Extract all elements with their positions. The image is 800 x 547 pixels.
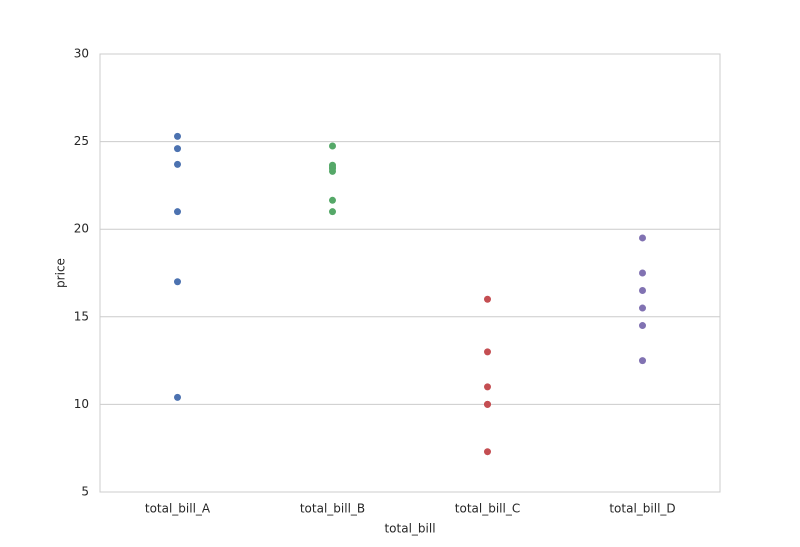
x-axis-label: total_bill xyxy=(384,522,435,536)
y-tick-label: 30 xyxy=(74,47,89,61)
point xyxy=(329,167,336,175)
point xyxy=(484,348,491,356)
point xyxy=(329,196,336,204)
y-tick-label: 5 xyxy=(81,485,89,499)
x-tick-label: total_bill_B xyxy=(300,502,365,516)
y-axis-label: price xyxy=(54,258,68,288)
y-tick-label: 20 xyxy=(74,222,89,236)
point xyxy=(639,304,646,312)
point xyxy=(639,357,646,365)
point xyxy=(484,295,491,303)
x-tick-label: total_bill_D xyxy=(609,502,675,516)
x-tick-label: total_bill_C xyxy=(455,502,520,516)
point xyxy=(639,322,646,330)
point xyxy=(639,287,646,295)
plot-frame xyxy=(99,53,721,493)
point xyxy=(484,448,491,456)
point xyxy=(329,142,336,150)
y-tick-label: 10 xyxy=(74,397,89,411)
point xyxy=(174,393,181,401)
point xyxy=(174,278,181,286)
point xyxy=(174,208,181,216)
point xyxy=(174,145,181,153)
point xyxy=(639,234,646,242)
point xyxy=(174,132,181,140)
point xyxy=(174,160,181,168)
y-tick-label: 25 xyxy=(74,134,89,148)
point xyxy=(484,400,491,408)
point xyxy=(639,269,646,277)
x-tick-label: total_bill_A xyxy=(145,502,211,516)
point xyxy=(329,208,336,216)
y-tick-label: 15 xyxy=(74,309,89,323)
point xyxy=(484,383,491,391)
